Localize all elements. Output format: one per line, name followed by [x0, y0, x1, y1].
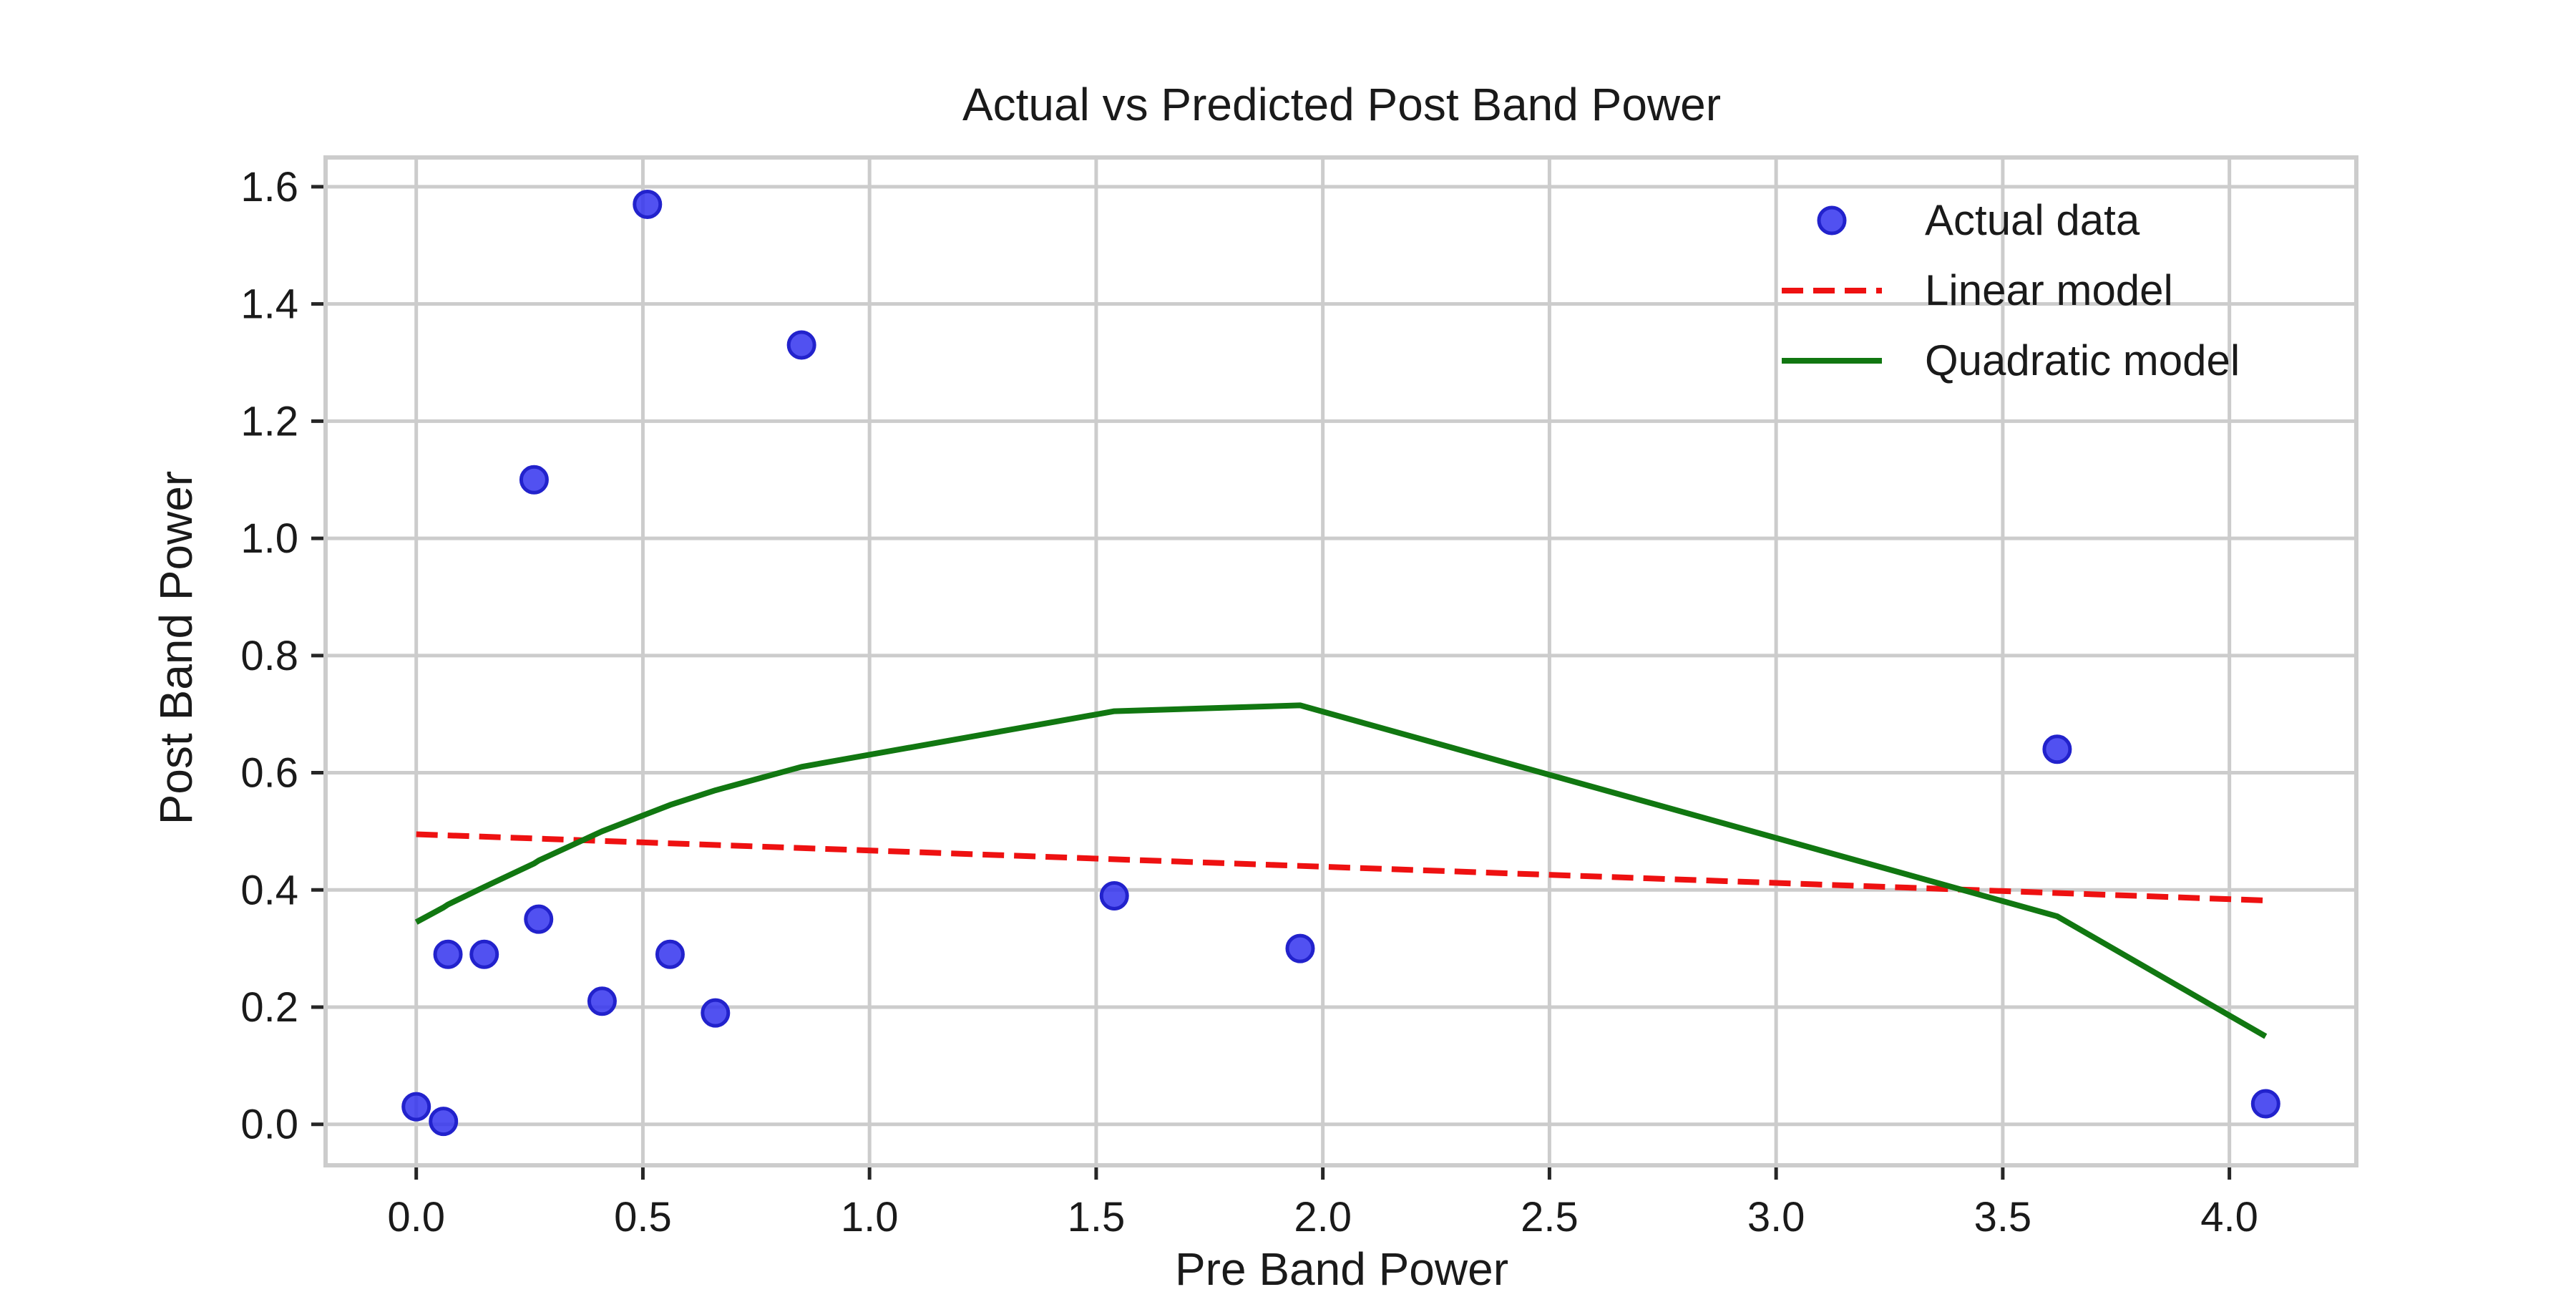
y-tick-label: 0.4: [240, 867, 298, 913]
x-tick-label: 2.0: [1294, 1194, 1352, 1240]
x-tick-label: 0.5: [614, 1194, 672, 1240]
data-point: [401, 1092, 431, 1122]
y-tick-label: 1.2: [240, 398, 298, 445]
data-point: [786, 330, 816, 360]
x-tick-label: 3.0: [1747, 1194, 1805, 1240]
plot-series: [401, 189, 2280, 1137]
x-tick-label: 3.5: [1974, 1194, 2032, 1240]
y-tick-label: 0.2: [240, 984, 298, 1031]
y-tick-label: 0.8: [240, 633, 298, 679]
y-tick-label: 0.0: [240, 1102, 298, 1148]
x-axis-label: Pre Band Power: [1175, 1243, 1508, 1288]
x-tick-label: 0.0: [387, 1194, 445, 1240]
series-actual-data: [401, 189, 2280, 1137]
y-tick-label: 1.6: [240, 164, 298, 210]
y-tick-label: 0.6: [240, 750, 298, 797]
data-point: [433, 939, 463, 969]
data-point: [2250, 1089, 2280, 1119]
y-tick-label: 1.4: [240, 281, 298, 328]
data-point: [469, 939, 499, 969]
axes: 0.0 0.5 1.0 1.5 2.0 2.5 3.0 3.5 4.0 0.0 0.2 0.4 0.6 0…: [240, 155, 2358, 1240]
series-linear-model: [416, 831, 2266, 903]
legend-label: Linear model: [1925, 266, 2173, 314]
x-tick-label: 1.0: [841, 1194, 899, 1240]
x-tick-label: 4.0: [2200, 1194, 2258, 1240]
data-point: [701, 998, 731, 1028]
legend-label: Quadratic model: [1925, 336, 2240, 384]
x-tick-label: 1.5: [1068, 1194, 1126, 1240]
linear-model-line: [416, 831, 2266, 903]
data-point: [524, 904, 554, 934]
y-axis-label: Post Band Power: [150, 471, 202, 825]
grid: [326, 157, 2356, 1165]
data-point: [1099, 880, 1129, 910]
data-point: [587, 986, 617, 1016]
legend: Actual data Linear model Quadratic model: [1782, 196, 2240, 384]
data-point: [655, 939, 685, 969]
chart-title: Actual vs Predicted Post Band Power: [962, 79, 1721, 130]
legend-swatch-marker: [1817, 205, 1847, 235]
series-quadratic-model: [414, 702, 2268, 1039]
legend-label: Actual data: [1925, 196, 2140, 244]
data-point: [1285, 933, 1315, 963]
plot-frame: [323, 155, 2358, 1167]
data-point: [633, 189, 663, 219]
y-tick-label: 1.0: [240, 515, 298, 562]
data-point: [519, 465, 549, 495]
x-tick-label: 2.5: [1521, 1194, 1579, 1240]
data-point: [2042, 734, 2072, 764]
data-point: [429, 1107, 459, 1137]
quadratic-model-line: [414, 702, 2268, 1039]
